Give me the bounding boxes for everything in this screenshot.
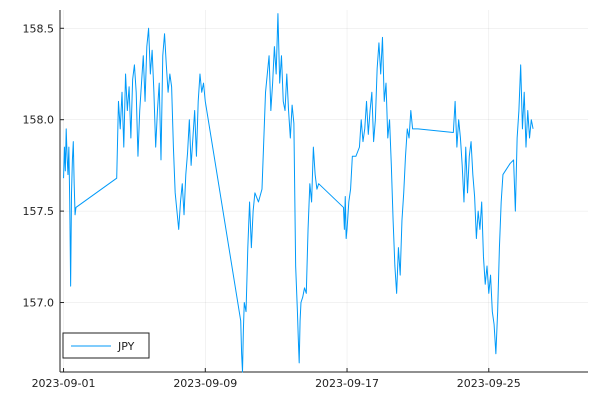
y-tick-label-1: 157.5	[23, 205, 55, 218]
axes	[59, 10, 588, 373]
legend: JPY	[62, 332, 150, 359]
x-tick-label-2: 2023-09-17	[315, 377, 379, 390]
y-tick-label-2: 158.0	[23, 114, 55, 127]
y-tick-label-3: 158.5	[23, 22, 55, 35]
x-tick-label-1: 2023-09-09	[173, 377, 237, 390]
tick-labels: 2023-09-01 2023-09-09 2023-09-17 2023-09-25…	[23, 22, 521, 390]
x-tick-label-3: 2023-09-25	[457, 377, 521, 390]
series-line-jpy	[63, 13, 534, 373]
legend-label-jpy: JPY	[117, 340, 135, 353]
y-tick-label-0: 157.0	[23, 297, 55, 310]
grid-lines	[60, 10, 588, 372]
series-layer	[63, 13, 534, 373]
x-tick-label-0: 2023-09-01	[32, 377, 96, 390]
